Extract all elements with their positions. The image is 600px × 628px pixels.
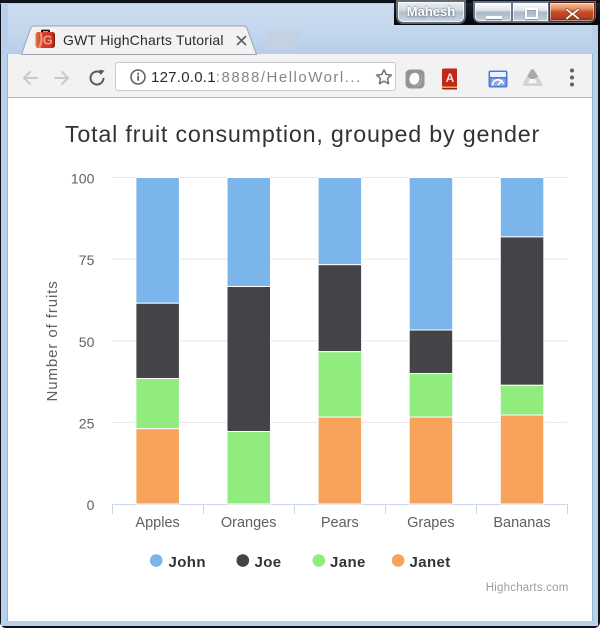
svg-text:Apples: Apples xyxy=(135,515,179,531)
svg-text:100: 100 xyxy=(71,170,95,186)
svg-text:Total fruit consumption, group: Total fruit consumption, grouped by gend… xyxy=(65,121,540,147)
svg-text:50: 50 xyxy=(79,334,95,350)
svg-text:Grapes: Grapes xyxy=(407,515,455,531)
svg-text:G: G xyxy=(43,33,53,48)
svg-text:Jane: Jane xyxy=(330,554,366,571)
svg-text:Number of fruits: Number of fruits xyxy=(44,280,61,401)
svg-text:75: 75 xyxy=(79,252,95,268)
svg-text:Janet: Janet xyxy=(410,554,451,571)
svg-text:A: A xyxy=(446,71,455,85)
svg-text:Pears: Pears xyxy=(321,515,359,531)
svg-text:25: 25 xyxy=(79,415,95,431)
svg-text:Oranges: Oranges xyxy=(221,515,277,531)
svg-text:Bananas: Bananas xyxy=(493,515,550,531)
svg-text:Joe: Joe xyxy=(255,554,282,571)
svg-text:John: John xyxy=(169,554,206,571)
svg-text:Highcharts.com: Highcharts.com xyxy=(486,582,569,594)
svg-text:0: 0 xyxy=(87,497,95,513)
